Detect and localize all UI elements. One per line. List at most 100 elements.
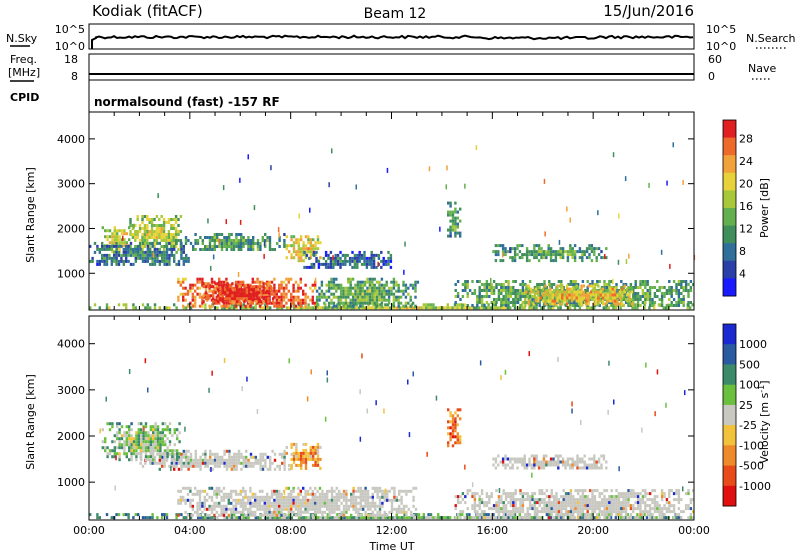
data-cell: [240, 245, 243, 248]
data-cell: [116, 446, 119, 450]
data-cell: [199, 461, 202, 465]
data-cell: [244, 501, 247, 505]
data-cell: [127, 244, 130, 248]
data-cell: [454, 516, 457, 520]
data-cell: [596, 504, 599, 508]
data-cell: [235, 306, 238, 310]
data-cell: [407, 507, 410, 511]
data-cell: [641, 301, 645, 304]
data-cell: [516, 247, 519, 251]
data-cell: [665, 501, 669, 505]
data-cell: [314, 495, 317, 499]
data-cell: [363, 280, 367, 284]
data-cell: [278, 516, 281, 520]
data-cell: [605, 286, 609, 289]
data-cell: [658, 504, 661, 508]
data-cell: [606, 299, 610, 303]
data-cell: [672, 498, 676, 502]
data-cell: [325, 283, 328, 287]
data-cell: [533, 244, 536, 248]
colorbar-swatch: [723, 260, 736, 279]
data-cell: [208, 242, 212, 245]
data-cell: [385, 280, 388, 284]
data-cell: [375, 265, 378, 269]
data-cell: [242, 280, 245, 284]
data-cell: [278, 510, 281, 514]
data-cell: [120, 244, 123, 248]
data-cell: [588, 501, 592, 505]
data-cell: [231, 300, 234, 304]
data-cell: [573, 256, 577, 260]
data-cell: [590, 250, 594, 254]
data-cell: [636, 295, 640, 298]
data-cell: [192, 458, 195, 462]
data-cell: [242, 239, 245, 242]
data-cell: [113, 238, 116, 242]
data-cell: [600, 504, 604, 508]
data-cell: [239, 219, 242, 225]
data-cell: [174, 221, 178, 224]
data-cell: [131, 233, 135, 236]
data-cell: [653, 504, 657, 508]
data-cell: [439, 306, 442, 310]
data-cell: [174, 236, 178, 239]
data-cell: [151, 256, 154, 260]
data-cell: [335, 286, 338, 290]
data-cell: [605, 289, 609, 292]
data-cell: [540, 507, 544, 511]
data-cell: [304, 501, 307, 505]
data-cell: [140, 437, 143, 441]
data-cell: [120, 253, 123, 257]
data-cell: [156, 256, 159, 260]
beam-title: Beam 12: [364, 6, 427, 22]
data-cell: [113, 244, 116, 248]
data-cell: [381, 501, 384, 505]
data-cell: [500, 301, 503, 304]
data-cell: [130, 458, 133, 462]
data-cell: [173, 428, 176, 432]
data-cell: [371, 486, 374, 490]
data-cell: [342, 507, 346, 511]
data-cell: [162, 230, 166, 233]
data-cell: [221, 458, 224, 462]
data-cell: [485, 292, 489, 295]
data-cell: [332, 292, 336, 296]
data-cell: [259, 248, 262, 251]
data-cell: [356, 292, 360, 296]
data-cell: [677, 507, 681, 511]
data-cell: [390, 501, 394, 505]
data-cell: [629, 298, 633, 301]
data-cell: [653, 507, 657, 511]
data-cell: [330, 507, 334, 511]
data-cell: [131, 224, 135, 227]
data-cell: [328, 498, 331, 502]
data-cell: [598, 510, 601, 514]
data-cell: [117, 262, 121, 266]
data-cell: [461, 295, 465, 298]
data-cell: [245, 458, 248, 462]
data-cell: [248, 288, 251, 292]
data-cell: [132, 446, 136, 450]
data-cell: [575, 290, 578, 294]
data-cell: [96, 247, 99, 251]
data-cell: [89, 259, 92, 263]
data-cell: [266, 510, 269, 514]
data-cell: [268, 513, 271, 517]
data-cell: [502, 513, 505, 517]
data-cell: [383, 289, 386, 293]
data-cell: [264, 282, 268, 286]
data-cell: [677, 516, 680, 520]
data-cell: [595, 259, 598, 263]
data-cell: [627, 516, 630, 520]
data-cell: [251, 492, 254, 496]
data-cell: [573, 306, 577, 310]
data-cell: [365, 259, 369, 263]
data-cell: [252, 236, 255, 239]
data-cell: [330, 286, 333, 290]
data-cell: [276, 464, 279, 468]
data-cell: [332, 280, 336, 284]
data-cell: [689, 507, 693, 511]
data-cell: [639, 492, 642, 496]
data-cell: [603, 498, 606, 502]
data-cell: [282, 292, 286, 296]
